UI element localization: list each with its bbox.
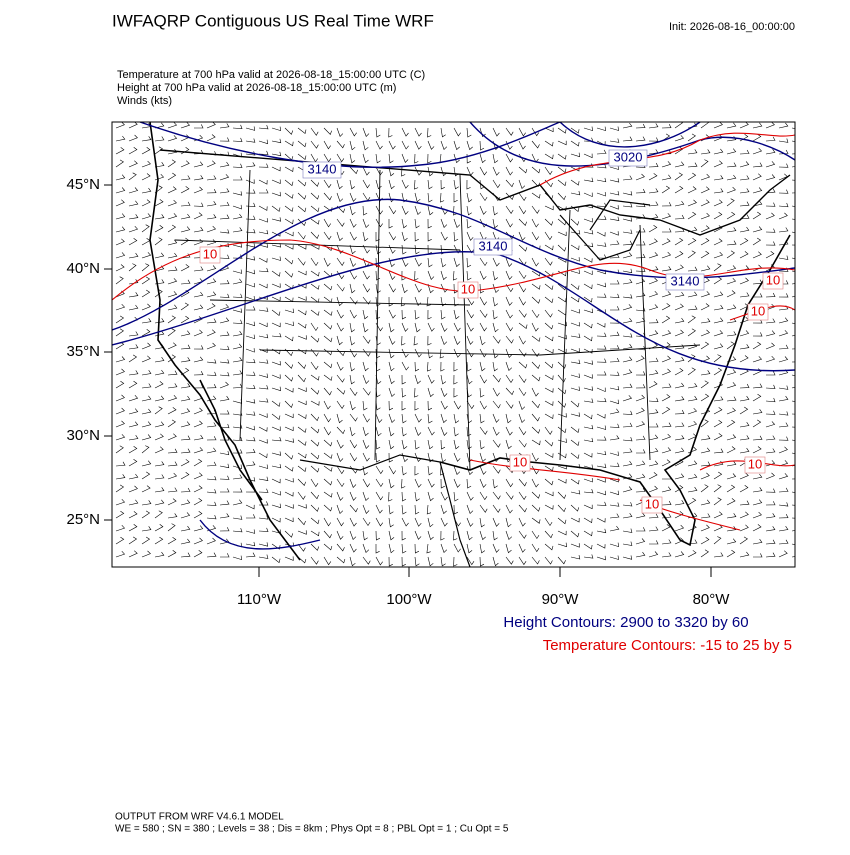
- lat-label: 45°N: [66, 176, 100, 193]
- wind-barbs: [115, 122, 795, 567]
- height-contour-label: 3140: [308, 161, 337, 176]
- field-label: Winds (kts): [117, 95, 172, 107]
- lat-label: 25°N: [66, 511, 100, 528]
- temp-label-box: [641, 496, 663, 514]
- temperature-contour-label: 10: [513, 454, 527, 469]
- temp-label-box: [744, 456, 766, 474]
- height-contour-label: 3140: [479, 238, 508, 253]
- height-label-box: [473, 238, 513, 256]
- lon-label: 90°W: [542, 591, 580, 608]
- lon-label: 80°W: [693, 591, 731, 608]
- init-time: Init: 2026-08-16_00:00:00: [669, 21, 795, 33]
- lat-label: 30°N: [66, 427, 100, 444]
- map-frame: [111, 121, 796, 568]
- temperature-contour-label: 10: [645, 496, 659, 511]
- temp-label-box: [199, 246, 221, 264]
- height-label-box: [302, 161, 342, 179]
- barb-field: [115, 122, 795, 567]
- footer-line: OUTPUT FROM WRF V4.6.1 MODEL: [115, 812, 284, 823]
- temp-label-box: [509, 454, 531, 472]
- temperature-contour-label: 10: [748, 456, 762, 471]
- height-label-box: [608, 149, 648, 167]
- field-label: Height at 700 hPa valid at 2026-08-18_15…: [117, 82, 396, 94]
- lon-label: 110°W: [237, 591, 282, 608]
- temperature-contour-label: 10: [461, 281, 475, 296]
- temperature-legend: Temperature Contours: -15 to 25 by 5: [543, 637, 792, 654]
- lat-label: 35°N: [66, 343, 100, 360]
- height-label-box: [665, 273, 705, 291]
- temperature-contour-label: 10: [751, 303, 765, 318]
- footer-line: WE = 580 ; SN = 380 ; Levels = 38 ; Dis …: [115, 824, 509, 835]
- lon-label: 100°W: [386, 591, 432, 608]
- temp-label-box: [762, 272, 784, 290]
- lat-label: 40°N: [66, 260, 100, 277]
- temperature-contour-label: 10: [766, 272, 780, 287]
- temperature-contour-label: 10: [203, 246, 217, 261]
- title: IWFAQRP Contiguous US Real Time WRF: [112, 11, 434, 30]
- height-contour-label: 3020: [614, 149, 643, 164]
- temp-label-box: [457, 281, 479, 299]
- field-label: Temperature at 700 hPa valid at 2026-08-…: [117, 69, 425, 81]
- height-legend: Height Contours: 2900 to 3320 by 60: [503, 614, 748, 631]
- map: 45°N 40°N 35°N 30°N 25°N 110°W 100°W 90°W 80°W 31…: [66, 121, 796, 608]
- temp-label-box: [747, 303, 769, 321]
- height-contour-label: 3140: [671, 273, 700, 288]
